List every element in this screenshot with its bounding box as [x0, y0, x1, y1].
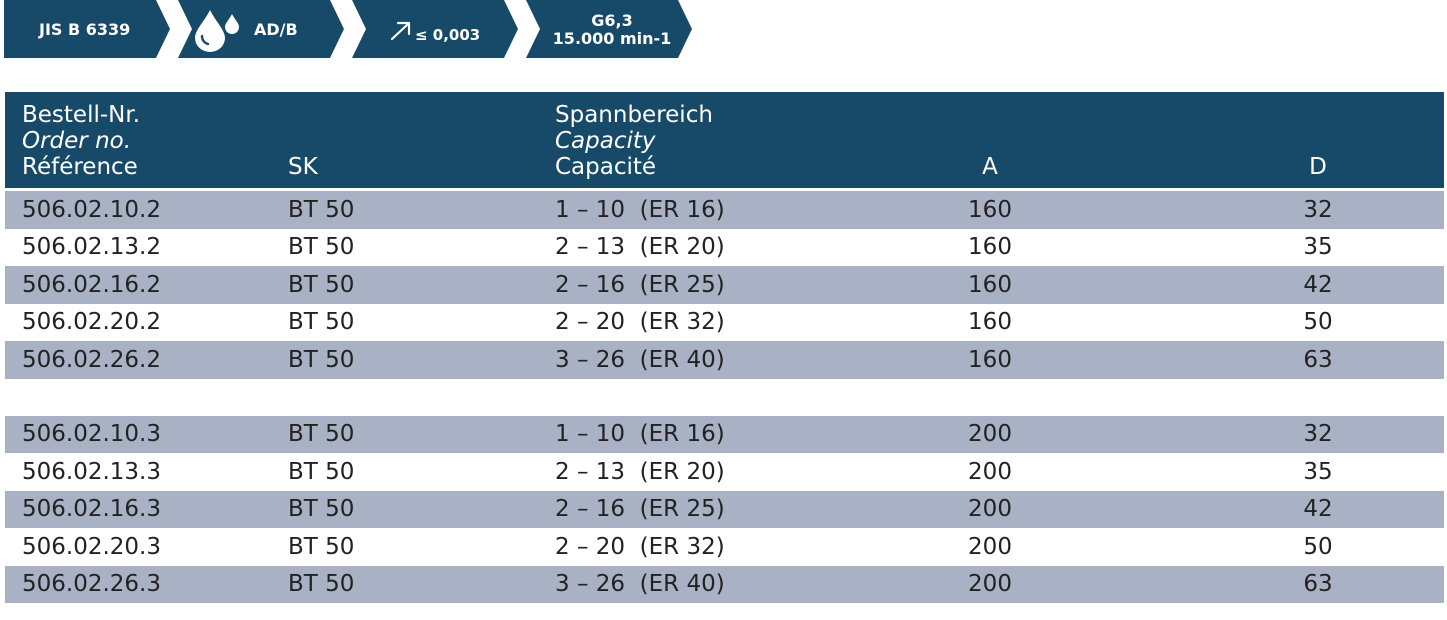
cell-order-no: 506.02.26.3 [22, 571, 161, 598]
cell-d: 32 [1303, 196, 1333, 223]
table-row: 506.02.10.3 BT 50 1 – 10 (ER 16) 200 32 [5, 415, 1444, 453]
cell-sk: BT 50 [288, 571, 355, 598]
cell-order-no: 506.02.13.2 [22, 234, 161, 261]
header-order-de: Bestell-Nr. [22, 102, 141, 128]
cell-capacity: 3 – 26 (ER 40) [555, 571, 725, 598]
cell-order-no: 506.02.20.2 [22, 309, 161, 336]
cell-sk: BT 50 [288, 196, 355, 223]
coolant-drops-icon [195, 10, 239, 52]
header-a: A [982, 154, 998, 180]
table-row: 506.02.20.2 BT 50 2 – 20 (ER 32) 160 50 [5, 304, 1444, 342]
header-d: D [1309, 154, 1327, 180]
cell-order-no: 506.02.10.2 [22, 196, 161, 223]
cell-d: 50 [1303, 309, 1333, 336]
header-capacity: Spannbereich Capacity Capacité [555, 102, 713, 180]
product-table: Bestell-Nr. Order no. Référence SK Spann… [5, 92, 1444, 603]
header-capacity-de: Spannbereich [555, 102, 713, 128]
cell-a: 200 [968, 496, 1012, 523]
cell-a: 160 [968, 271, 1012, 298]
balance-badge-shape [526, 0, 692, 58]
cell-sk: BT 50 [288, 271, 355, 298]
table-row: 506.02.20.3 BT 50 2 – 20 (ER 32) 200 50 [5, 528, 1444, 566]
cell-a: 160 [968, 196, 1012, 223]
cell-d: 50 [1303, 533, 1333, 560]
table-row: 506.02.10.2 BT 50 1 – 10 (ER 16) 160 32 [5, 191, 1444, 229]
cell-capacity: 2 – 20 (ER 32) [555, 533, 725, 560]
cell-capacity: 2 – 16 (ER 25) [555, 496, 725, 523]
standard-badge-shape [4, 0, 170, 58]
header-capacity-en: Capacity [555, 128, 656, 154]
cell-sk: BT 50 [288, 309, 355, 336]
cell-order-no: 506.02.20.3 [22, 533, 161, 560]
cell-d: 63 [1303, 571, 1333, 598]
cell-d: 35 [1303, 458, 1333, 485]
runout-arrow-icon [390, 21, 411, 41]
cell-capacity: 2 – 20 (ER 32) [555, 309, 725, 336]
table-row: 506.02.16.2 BT 50 2 – 16 (ER 25) 160 42 [5, 266, 1444, 304]
balance-speed-text: 15.000 min-1 [552, 29, 672, 48]
cell-sk: BT 50 [288, 458, 355, 485]
cell-sk: BT 50 [288, 346, 355, 373]
table-row: 506.02.26.3 BT 50 3 – 26 (ER 40) 200 63 [5, 565, 1444, 603]
table-row: 506.02.13.3 BT 50 2 – 13 (ER 20) 200 35 [5, 453, 1444, 491]
group-spacer [5, 379, 1444, 416]
cell-order-no: 506.02.26.2 [22, 346, 161, 373]
cell-capacity: 1 – 10 (ER 16) [555, 196, 725, 223]
cell-a: 160 [968, 309, 1012, 336]
header-order-fr: Référence [22, 154, 138, 180]
cell-a: 200 [968, 458, 1012, 485]
runout-badge-label: ≤ 0,003 [415, 26, 481, 44]
cell-d: 32 [1303, 421, 1333, 448]
cell-d: 63 [1303, 346, 1333, 373]
standard-badge-label: JIS B 6339 [39, 20, 131, 39]
cell-order-no: 506.02.16.3 [22, 496, 161, 523]
table-header: Bestell-Nr. Order no. Référence SK Spann… [5, 92, 1444, 188]
spec-badges: JIS B 6339 AD/B ≤ 0,003 G6,3 15.000 min-… [0, 0, 720, 58]
cell-d: 42 [1303, 496, 1333, 523]
balance-badge-label: G6,3 15.000 min-1 [540, 12, 684, 48]
cell-sk: BT 50 [288, 496, 355, 523]
balance-grade-text: G6,3 [591, 11, 633, 30]
cell-d: 42 [1303, 271, 1333, 298]
header-order-en: Order no. [22, 128, 132, 154]
header-sk: SK [288, 154, 318, 180]
cell-a: 200 [968, 571, 1012, 598]
coolant-badge-label: AD/B [254, 20, 298, 39]
cell-sk: BT 50 [288, 533, 355, 560]
cell-order-no: 506.02.13.3 [22, 458, 161, 485]
header-divider [5, 188, 1444, 191]
cell-a: 200 [968, 533, 1012, 560]
cell-capacity: 3 – 26 (ER 40) [555, 346, 725, 373]
cell-a: 160 [968, 234, 1012, 261]
cell-capacity: 2 – 13 (ER 20) [555, 458, 725, 485]
table-row: 506.02.13.2 BT 50 2 – 13 (ER 20) 160 35 [5, 229, 1444, 267]
cell-order-no: 506.02.16.2 [22, 271, 161, 298]
cell-sk: BT 50 [288, 421, 355, 448]
runout-badge-shape [352, 0, 518, 58]
cell-capacity: 2 – 13 (ER 20) [555, 234, 725, 261]
cell-capacity: 2 – 16 (ER 25) [555, 271, 725, 298]
cell-a: 200 [968, 421, 1012, 448]
header-order-no: Bestell-Nr. Order no. Référence [22, 102, 140, 180]
table-row: 506.02.26.2 BT 50 3 – 26 (ER 40) 160 63 [5, 341, 1444, 379]
table-row: 506.02.16.3 BT 50 2 – 16 (ER 25) 200 42 [5, 490, 1444, 528]
cell-sk: BT 50 [288, 234, 355, 261]
header-capacity-fr: Capacité [555, 154, 657, 180]
cell-order-no: 506.02.10.3 [22, 421, 161, 448]
cell-d: 35 [1303, 234, 1333, 261]
cell-a: 160 [968, 346, 1012, 373]
cell-capacity: 1 – 10 (ER 16) [555, 421, 725, 448]
